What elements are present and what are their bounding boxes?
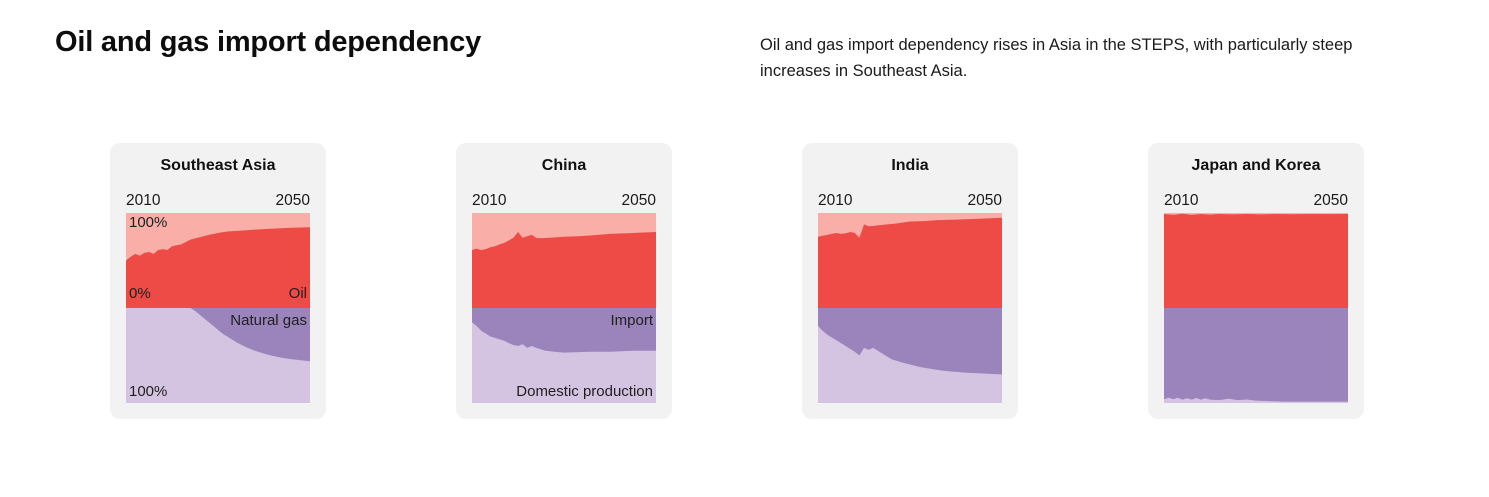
- x-axis-labels: 2010 2050: [126, 192, 310, 210]
- chart-label: Natural gas: [230, 312, 307, 329]
- region-card-india: India 2010 2050: [802, 143, 1018, 419]
- card-title: Japan and Korea: [1191, 157, 1321, 174]
- card-title: India: [891, 157, 929, 174]
- region-card-china: China 2010 2050 Import Domestic productio…: [456, 143, 672, 419]
- gas-import-area: [818, 308, 1002, 375]
- chart-label: 100%: [129, 214, 168, 231]
- x-axis-end-label: 2050: [1313, 192, 1348, 209]
- x-axis-start-label: 2010: [1164, 192, 1199, 209]
- region-card-southeast-asia: Southeast Asia 2010 2050 100% 0% Oil Natura…: [110, 143, 326, 419]
- x-axis-start-label: 2010: [472, 192, 507, 209]
- chart-label: Oil: [288, 285, 307, 302]
- import-dependency-chart: Import Domestic production: [472, 213, 656, 403]
- chart-label: Import: [610, 312, 653, 329]
- oil-import-area: [126, 227, 310, 308]
- x-axis-end-label: 2050: [275, 192, 310, 209]
- card-title: China: [541, 157, 587, 174]
- x-axis-labels: 2010 2050: [818, 192, 1002, 210]
- chart-svg: [1164, 213, 1348, 403]
- chart-svg: [126, 213, 310, 403]
- chart-label: 0%: [129, 285, 151, 302]
- chart-svg: [472, 213, 656, 403]
- card-title: Southeast Asia: [160, 157, 276, 174]
- gas-import-area: [1164, 308, 1348, 402]
- gas-import-area: [472, 308, 656, 353]
- region-card-japan-and-korea: Japan and Korea 2010 2050: [1148, 143, 1364, 419]
- x-axis-labels: 2010 2050: [1164, 192, 1348, 210]
- x-axis-end-label: 2050: [967, 192, 1002, 209]
- oil-import-area: [472, 232, 656, 308]
- gas-import-area: [126, 308, 310, 362]
- x-axis-labels: 2010 2050: [472, 192, 656, 210]
- oil-import-area: [818, 217, 1002, 308]
- import-dependency-chart: 100% 0% Oil Natural gas 100%: [126, 213, 310, 403]
- chart-svg: [818, 213, 1002, 403]
- x-axis-start-label: 2010: [818, 192, 853, 209]
- x-axis-start-label: 2010: [126, 192, 161, 209]
- import-dependency-chart: [818, 213, 1002, 403]
- x-axis-end-label: 2050: [621, 192, 656, 209]
- region-cards-row: Southeast Asia 2010 2050 100% 0% Oil Natura…: [110, 143, 1364, 419]
- import-dependency-chart: [1164, 213, 1348, 403]
- page-title: Oil and gas import dependency: [55, 26, 482, 58]
- chart-label: 100%: [129, 383, 168, 400]
- oil-import-area: [1164, 213, 1348, 308]
- page-subtitle: Oil and gas import dependency rises in A…: [760, 36, 1353, 80]
- chart-label: Domestic production: [516, 383, 653, 400]
